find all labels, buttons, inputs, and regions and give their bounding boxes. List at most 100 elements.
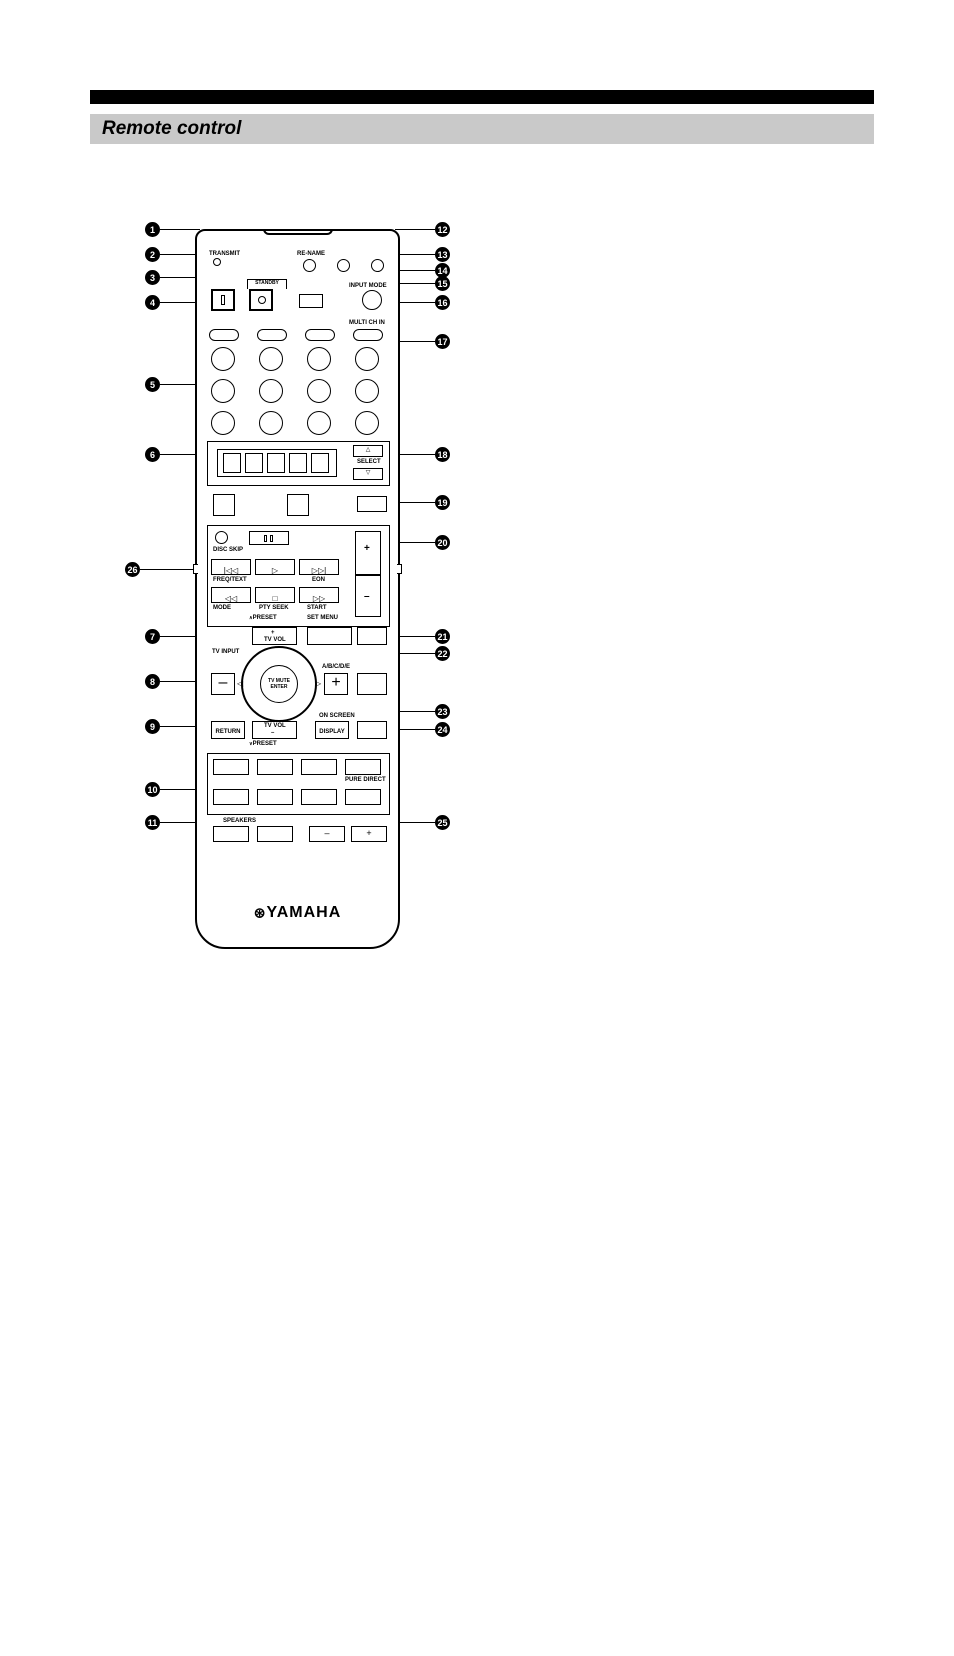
level-minus-button[interactable]: – xyxy=(309,826,345,842)
pill-1-3[interactable] xyxy=(305,329,335,341)
prog-3[interactable] xyxy=(301,759,337,775)
enter-button[interactable]: TV MUTE ENTER xyxy=(260,665,298,703)
callout-25: 25 xyxy=(435,815,450,830)
rec-button[interactable] xyxy=(215,531,228,544)
transmit-indicator xyxy=(213,258,221,266)
vol-divider xyxy=(355,574,381,576)
right-tall-button[interactable] xyxy=(357,673,387,695)
callout-5: 5 xyxy=(145,377,160,392)
preset-down-chev: ∨PRESET xyxy=(249,741,277,747)
callout-line xyxy=(395,270,435,271)
input-round-10[interactable] xyxy=(259,411,283,435)
return-label: RETURN xyxy=(216,729,241,735)
eon-label: EON xyxy=(312,577,325,583)
callout-line xyxy=(140,569,193,570)
callout-20: 20 xyxy=(435,535,450,550)
input-round-8[interactable] xyxy=(355,379,379,403)
disc-skip-label: DISC SKIP xyxy=(213,547,243,553)
standby-label: STANDBY xyxy=(255,280,279,286)
on-screen-label: ON SCREEN xyxy=(319,713,355,719)
pause-button[interactable] xyxy=(249,531,289,545)
preset-up-button[interactable]: + TV VOL xyxy=(252,627,297,645)
standby-frame: STANDBY xyxy=(247,279,287,289)
ir-window xyxy=(263,229,333,235)
multi-ch-button[interactable] xyxy=(355,347,379,371)
rew-button[interactable]: ◁◁ xyxy=(211,587,251,603)
callout-2: 2 xyxy=(145,247,160,262)
logo-mark-icon: ⊛ xyxy=(254,904,267,920)
skip-prev-icon: |◁◁ xyxy=(224,566,238,575)
prog-2[interactable] xyxy=(257,759,293,775)
callout-21: 21 xyxy=(435,629,450,644)
callout-4: 4 xyxy=(145,295,160,310)
cursor-left-icon: ◁ xyxy=(237,679,243,688)
callout-line xyxy=(160,229,200,230)
mode-label: MODE xyxy=(213,605,231,611)
tv-vol-label: TV VOL xyxy=(264,637,286,643)
sq-button-2[interactable] xyxy=(287,494,309,516)
callout-7: 7 xyxy=(145,629,160,644)
prog-7[interactable] xyxy=(301,789,337,805)
play-button[interactable]: ▷ xyxy=(255,559,295,575)
pill-1-2[interactable] xyxy=(257,329,287,341)
cursor-left-button[interactable]: – xyxy=(211,673,235,695)
speaker-b-button[interactable] xyxy=(257,826,293,842)
prog-1[interactable] xyxy=(213,759,249,775)
rename-button[interactable] xyxy=(303,259,316,272)
input-round-3[interactable] xyxy=(307,347,331,371)
input-round-9[interactable] xyxy=(211,411,235,435)
sq-button-1[interactable] xyxy=(213,494,235,516)
prog-5[interactable] xyxy=(213,789,249,805)
callout-10: 10 xyxy=(145,782,160,797)
right-func-button-2[interactable] xyxy=(357,721,387,739)
callout-6: 6 xyxy=(145,447,160,462)
input-round-2[interactable] xyxy=(259,347,283,371)
prog-4[interactable] xyxy=(345,759,381,775)
pure-direct-button[interactable] xyxy=(345,789,381,805)
cursor-right-button[interactable]: + xyxy=(324,673,348,695)
input-round-7[interactable] xyxy=(307,379,331,403)
rename-label: RE-NAME xyxy=(297,251,325,257)
return-button[interactable]: RETURN xyxy=(211,721,245,739)
rew-icon: ◁◁ xyxy=(225,594,237,603)
callout-22: 22 xyxy=(435,646,450,661)
sq-button-3[interactable] xyxy=(357,496,387,512)
display-button[interactable]: DISPLAY xyxy=(315,721,349,739)
input-round-1[interactable] xyxy=(211,347,235,371)
select-down-button[interactable]: ▽ xyxy=(353,468,383,480)
section-header: Remote control xyxy=(90,114,874,144)
skip-prev-button[interactable]: |◁◁ xyxy=(211,559,251,575)
pill-1-4[interactable] xyxy=(353,329,383,341)
freq-text-label: FREQ/TEXT xyxy=(213,577,247,583)
top-round-2[interactable] xyxy=(337,259,350,272)
multi-ch-label: MULTI CH IN xyxy=(349,320,385,326)
cursor-right-icon: ▷ xyxy=(315,679,321,688)
top-round-3[interactable] xyxy=(371,259,384,272)
speakers-label: SPEAKERS xyxy=(223,818,256,824)
input-round-6[interactable] xyxy=(259,379,283,403)
ff-button[interactable]: ▷▷ xyxy=(299,587,339,603)
speaker-a-button[interactable] xyxy=(213,826,249,842)
input-round-11[interactable] xyxy=(307,411,331,435)
skip-next-button[interactable]: ▷▷| xyxy=(299,559,339,575)
tv-vol-plus-sym: + xyxy=(271,630,275,636)
transmit-label: TRANSMIT xyxy=(209,251,240,257)
input-round-12[interactable] xyxy=(355,411,379,435)
manual-page: Remote control 1 2 3 4 5 6 26 7 8 9 10 1… xyxy=(0,0,954,1024)
preset-down-button[interactable]: TV VOL – xyxy=(252,721,297,739)
standby-button[interactable] xyxy=(249,289,273,311)
right-func-button-1[interactable] xyxy=(357,627,387,645)
vol-plus-label: + xyxy=(364,543,370,554)
stop-button[interactable]: □ xyxy=(255,587,295,603)
tv-input-label: TV INPUT xyxy=(212,649,239,655)
input-round-5[interactable] xyxy=(211,379,235,403)
power-on-button[interactable] xyxy=(211,289,235,311)
prog-6[interactable] xyxy=(257,789,293,805)
pill-1-1[interactable] xyxy=(209,329,239,341)
level-plus-button[interactable]: + xyxy=(351,826,387,842)
set-menu-button[interactable] xyxy=(307,627,352,645)
input-mode-button[interactable] xyxy=(362,290,382,310)
callout-17: 17 xyxy=(435,334,450,349)
small-rect-button[interactable] xyxy=(299,294,323,308)
select-up-button[interactable]: △ xyxy=(353,445,383,457)
